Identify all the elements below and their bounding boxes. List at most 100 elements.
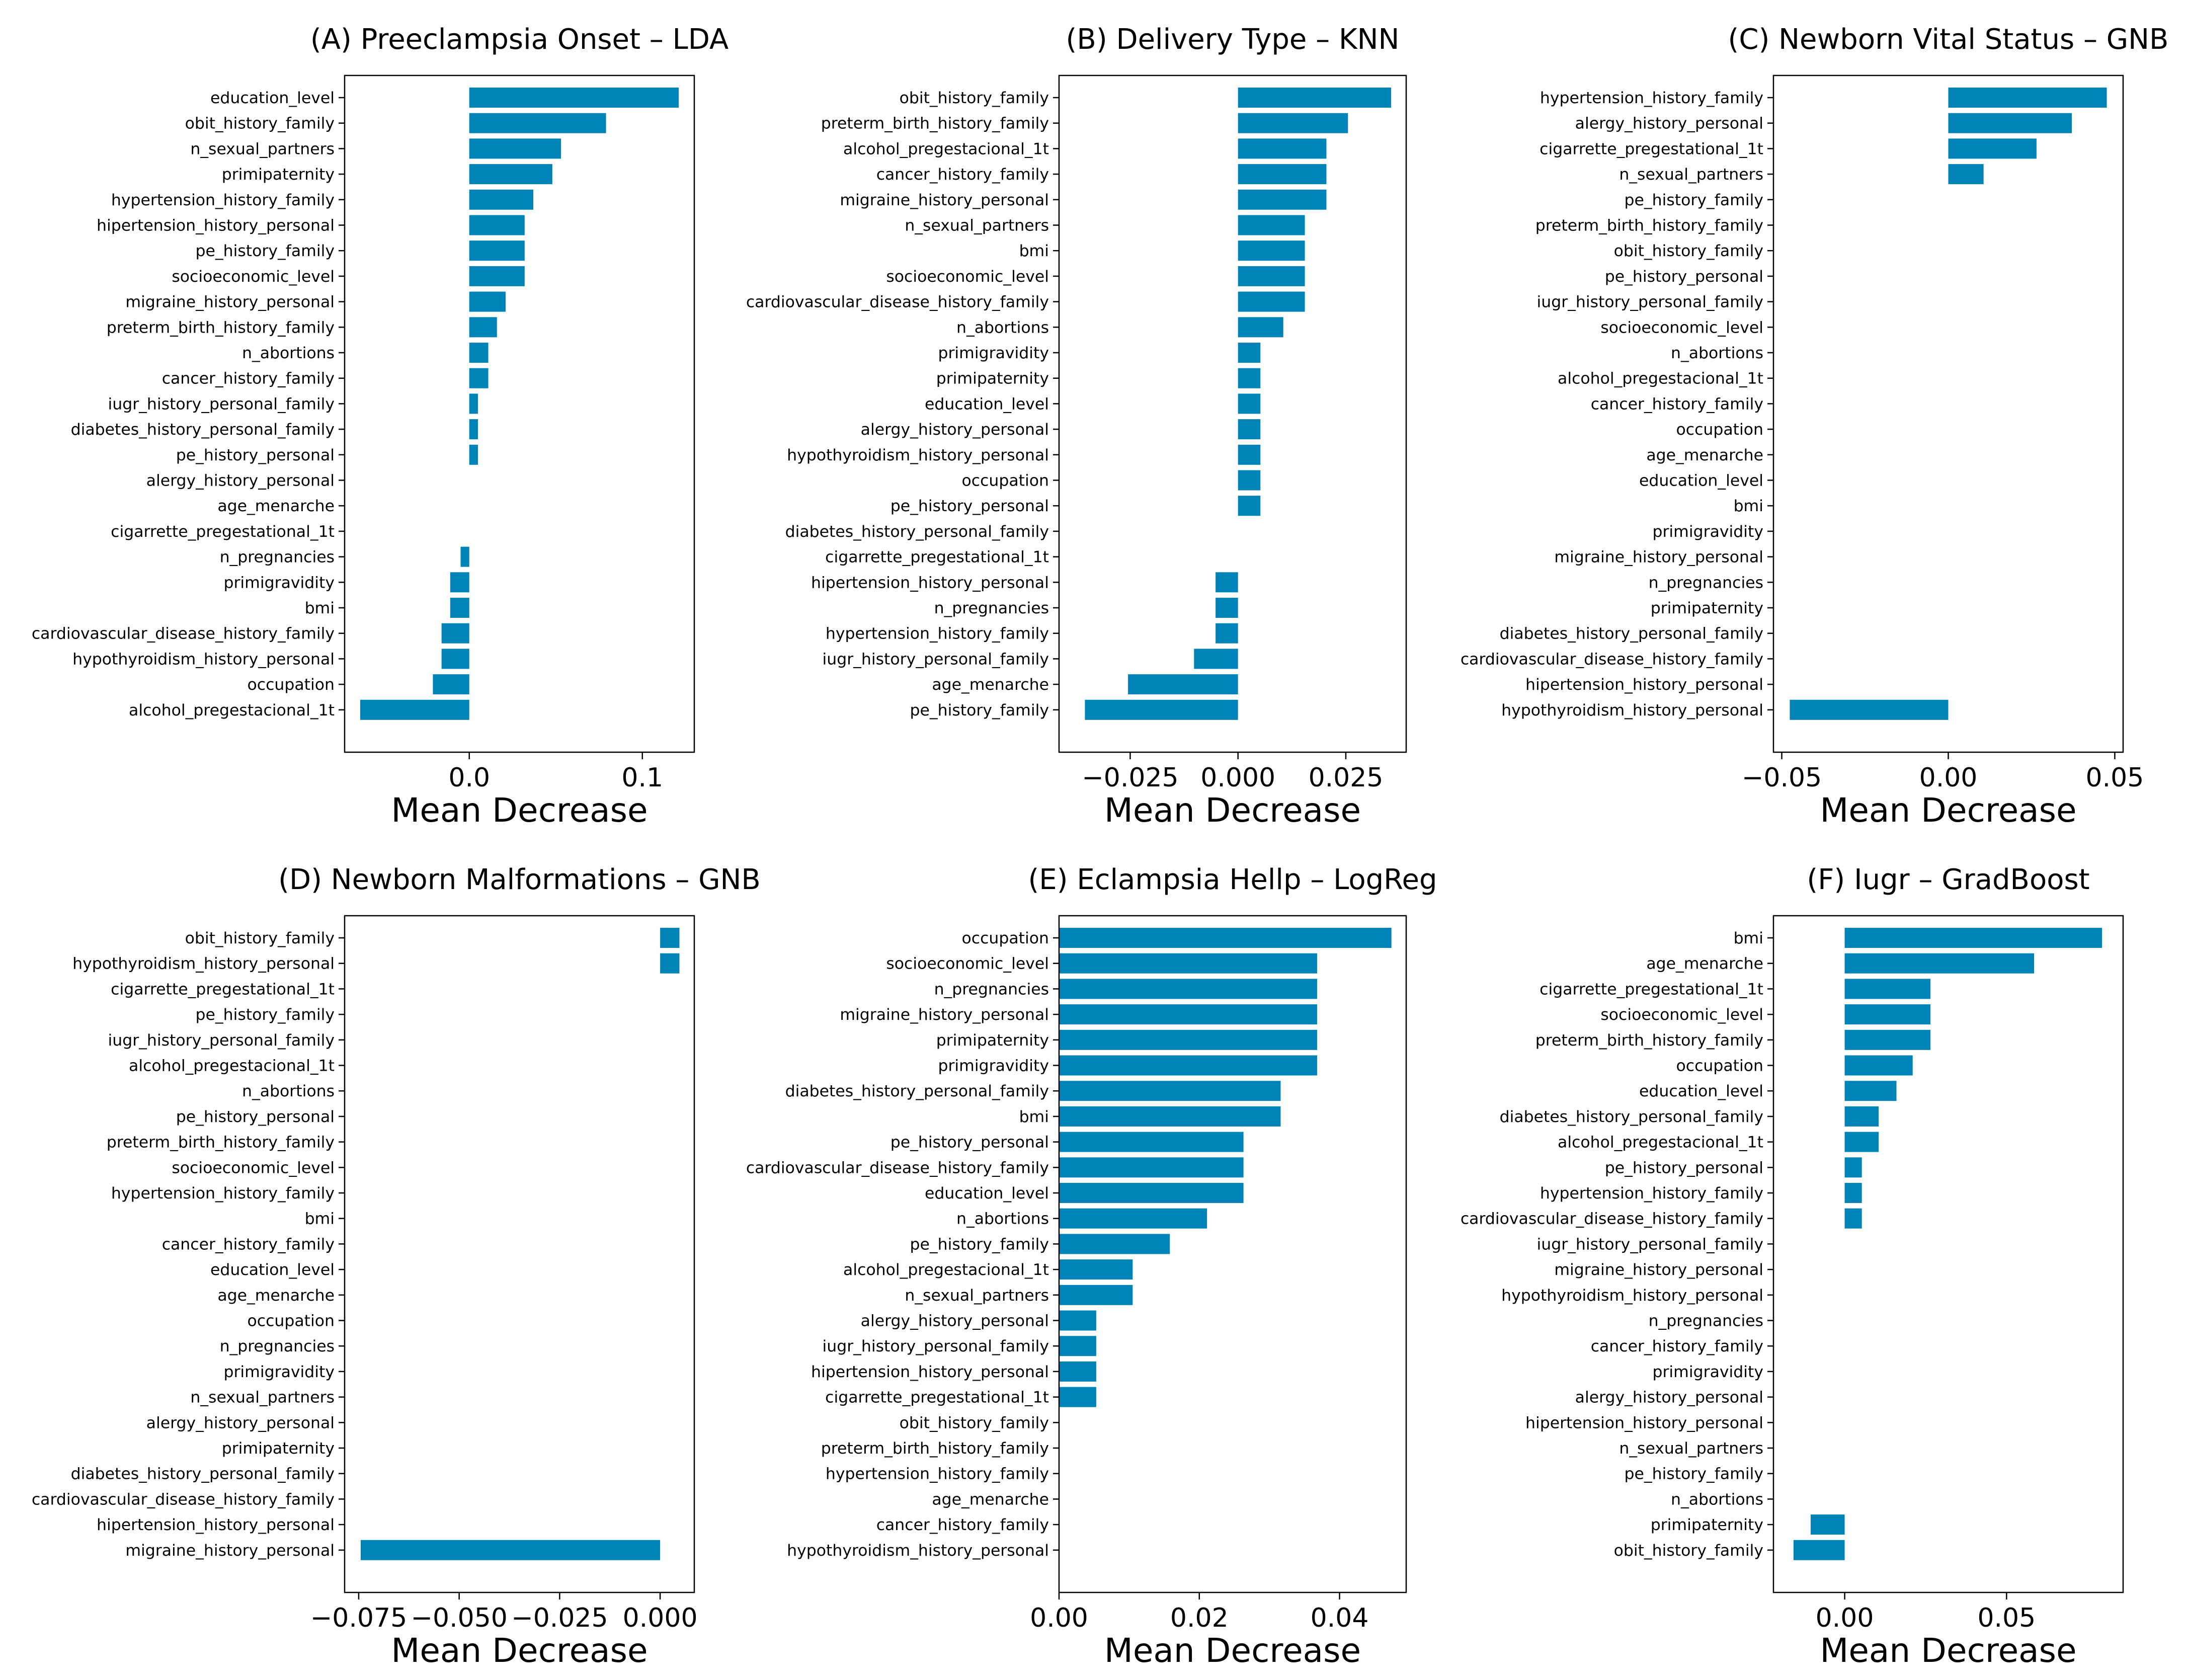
bar [1845, 1132, 1879, 1152]
bar [1059, 1030, 1317, 1050]
category-label: cancer_history_family [876, 166, 1049, 184]
category-label: alergy_history_personal [1575, 1389, 1763, 1407]
category-label: hipertension_history_personal [1525, 676, 1763, 694]
bar [469, 164, 552, 184]
category-label: cigarrette_pregestational_1t [1540, 980, 1763, 998]
category-label: bmi [305, 599, 335, 617]
category-label: preterm_birth_history_family [107, 318, 335, 337]
category-label: migraine_history_personal [125, 293, 335, 311]
x-tick-label: 0.05 [1977, 1603, 2036, 1633]
bar [1128, 674, 1238, 694]
bar [1949, 113, 2072, 133]
category-label: migraine_history_personal [125, 1542, 335, 1560]
category-label: occupation [247, 676, 335, 694]
category-label: socioeconomic_level [886, 268, 1049, 286]
category-label: primipaternity [1651, 599, 1763, 617]
category-label: diabetes_history_personal_family [1500, 625, 1763, 643]
bar [1845, 928, 2102, 948]
bar [1238, 317, 1283, 337]
bar [1238, 241, 1305, 261]
category-label: primigravidity [223, 574, 335, 592]
category-label: n_pregnancies [1649, 574, 1763, 592]
bar [1238, 445, 1261, 465]
category-label: education_level [210, 89, 335, 107]
bar [1216, 572, 1238, 592]
category-label: obit_history_family [900, 1414, 1049, 1432]
bar [1059, 1362, 1096, 1382]
x-axis-label: Mean Decrease [1820, 791, 2076, 830]
bar [1238, 343, 1261, 363]
figure: (A) Preeclampsia Onset – LDA education_le… [0, 0, 2187, 1680]
bar [1059, 1157, 1244, 1177]
category-label: preterm_birth_history_family [1535, 217, 1763, 235]
category-label: diabetes_history_personal_family [71, 421, 335, 439]
category-label: pe_history_family [1625, 1465, 1763, 1483]
x-tick-label: 0.02 [1170, 1603, 1229, 1633]
bar [1238, 113, 1348, 133]
category-label: hypothyroidism_history_personal [72, 650, 335, 668]
category-label: cancer_history_family [1591, 395, 1763, 413]
bar [660, 928, 679, 948]
bar [1059, 1285, 1132, 1305]
category-label: n_abortions [1671, 1490, 1763, 1508]
bar [1238, 496, 1261, 516]
category-label: primipaternity [222, 166, 335, 184]
x-axis-label: Mean Decrease [391, 791, 647, 830]
category-label: primigravidity [1652, 523, 1763, 541]
category-label: socioeconomic_level [172, 268, 335, 286]
bar [1059, 1004, 1317, 1024]
category-label: n_abortions [956, 1210, 1049, 1228]
bar [469, 343, 489, 363]
bar [1059, 1209, 1207, 1229]
category-label: n_sexual_partners [190, 1389, 335, 1407]
category-label: obit_history_family [1614, 242, 1763, 260]
category-label: alergy_history_personal [146, 1414, 335, 1432]
category-label: cigarrette_pregestational_1t [111, 980, 335, 998]
category-label: alcohol_pregestacional_1t [129, 701, 335, 719]
category-label: hypertension_history_family [111, 1184, 335, 1203]
bar [1845, 1081, 1897, 1101]
bar [461, 547, 469, 567]
category-label: iugr_history_personal_family [108, 1031, 335, 1050]
x-tick-label: 0.000 [623, 1603, 698, 1633]
bar [1845, 1209, 1862, 1229]
bar [1949, 138, 2037, 158]
bar [469, 419, 478, 439]
category-label: cardiovascular_disease_history_family [746, 1159, 1049, 1177]
category-label: obit_history_family [185, 929, 335, 947]
bar [1059, 979, 1317, 999]
category-label: cardiovascular_disease_history_family [32, 1490, 335, 1508]
bar [1949, 164, 1984, 184]
bar [469, 317, 497, 337]
category-label: hypothyroidism_history_personal [787, 1542, 1049, 1560]
category-label: obit_history_family [1614, 1542, 1763, 1560]
category-label: age_menarche [1646, 955, 1763, 973]
category-label: primipaternity [1651, 1516, 1763, 1534]
category-label: primipaternity [936, 370, 1049, 388]
x-axis-label: Mean Decrease [1820, 1631, 2076, 1670]
x-tick-label: 0.04 [1311, 1603, 1369, 1633]
category-label: age_menarche [217, 1287, 335, 1305]
category-label: age_menarche [932, 676, 1049, 694]
category-label: alergy_history_personal [861, 1312, 1049, 1330]
bar [1059, 1056, 1317, 1076]
category-label: alergy_history_personal [146, 472, 335, 490]
category-label: n_abortions [1671, 344, 1763, 362]
chart-title: (A) Preeclampsia Onset – LDA [310, 23, 728, 56]
category-label: hipertension_history_personal [811, 574, 1049, 592]
category-label: pe_history_family [910, 701, 1049, 719]
category-label: hypertension_history_family [1540, 1184, 1763, 1203]
bar [1059, 1234, 1170, 1254]
bar [1059, 1081, 1280, 1101]
category-label: bmi [1734, 497, 1763, 515]
category-label: n_sexual_partners [905, 1287, 1049, 1305]
category-label: n_sexual_partners [190, 140, 335, 158]
category-label: age_menarche [217, 497, 335, 515]
category-label: n_pregnancies [220, 1337, 335, 1355]
category-label: n_abortions [242, 344, 335, 362]
category-label: alcohol_pregestacional_1t [1558, 370, 1763, 388]
category-label: pe_history_personal [890, 1134, 1049, 1152]
category-label: obit_history_family [900, 89, 1049, 107]
category-label: bmi [305, 1210, 335, 1228]
x-axis-label: Mean Decrease [391, 1631, 647, 1670]
